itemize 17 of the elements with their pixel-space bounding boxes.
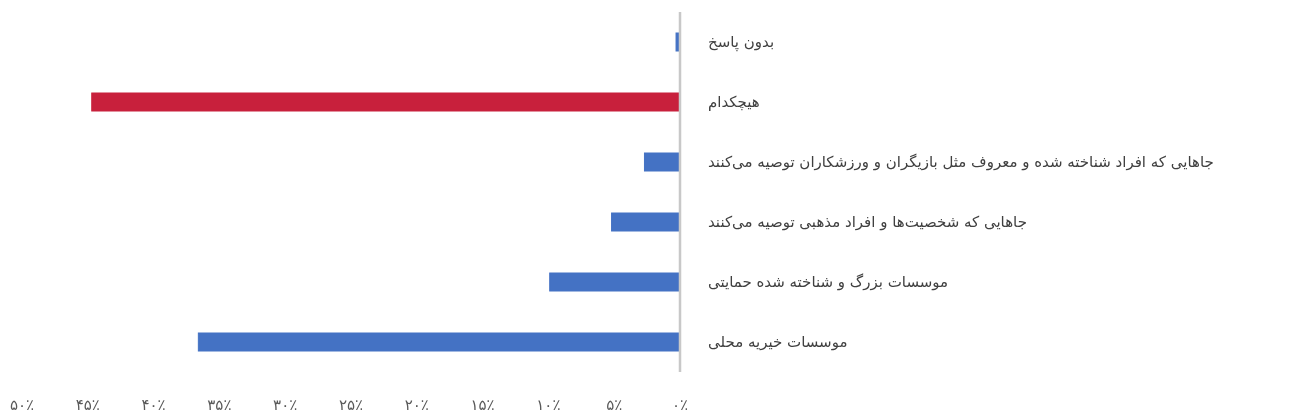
y-tick-label: بدون پاسخ [708, 33, 775, 52]
x-tick-label: ۲۵٪ [338, 396, 364, 414]
x-tick-label: ۳۰٪ [273, 396, 298, 414]
y-tick-label: جاهایی که افراد شناخته شده و معروف مثل بازیگران و ورزشکاران توصیه می‌کنند [708, 153, 1214, 171]
y-tick-label: هیچکدام [708, 93, 760, 111]
x-tick-label: ۴۵٪ [75, 396, 100, 414]
y-tick-label: موسسات بزرگ و شناخته شده حمایتی [708, 273, 949, 291]
y-tick-label: موسسات خیریه محلی [708, 333, 848, 351]
x-tick-label: ۱۰٪ [536, 396, 561, 414]
x-tick-label: ۴۰٪ [141, 396, 166, 414]
x-tick-label: ۵۰٪ [9, 396, 35, 414]
x-tick-label: ۲۰٪ [404, 396, 429, 414]
x-tick-label: ۵٪ [606, 396, 623, 414]
y-tick-label: جاهایی که شخصیت‌ها و افراد مذهبی توصیه می‌کنند [708, 213, 1027, 231]
x-tick-label: ۱۵٪ [470, 396, 495, 414]
x-tick-label: ۳۵٪ [207, 396, 232, 414]
x-tick-label: ۰٪ [671, 396, 689, 414]
